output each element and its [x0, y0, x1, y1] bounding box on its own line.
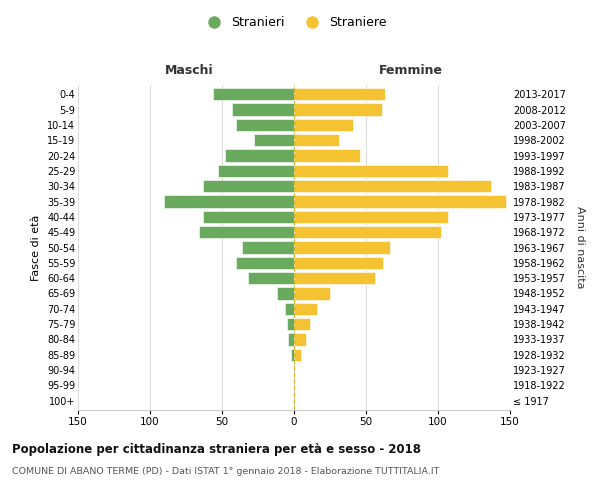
Bar — [294, 272, 374, 284]
Bar — [291, 348, 294, 361]
Bar — [294, 256, 383, 269]
Bar — [294, 210, 448, 223]
Bar — [232, 103, 294, 116]
Bar — [294, 226, 441, 238]
Bar — [294, 318, 310, 330]
Bar — [294, 195, 506, 208]
Bar — [294, 88, 385, 101]
Text: Femmine: Femmine — [379, 64, 443, 78]
Bar — [294, 134, 338, 146]
Bar — [218, 164, 294, 177]
Bar — [294, 103, 382, 116]
Legend: Stranieri, Straniere: Stranieri, Straniere — [196, 11, 392, 34]
Bar — [164, 195, 294, 208]
Bar — [203, 210, 294, 223]
Text: Popolazione per cittadinanza straniera per età e sesso - 2018: Popolazione per cittadinanza straniera p… — [12, 442, 421, 456]
Bar — [294, 164, 448, 177]
Bar — [288, 333, 294, 346]
Bar — [294, 348, 301, 361]
Bar — [254, 134, 294, 146]
Bar — [225, 149, 294, 162]
Bar — [294, 180, 491, 192]
Bar — [286, 302, 294, 315]
Bar — [294, 287, 330, 300]
Bar — [236, 256, 294, 269]
Bar — [287, 318, 294, 330]
Bar — [203, 180, 294, 192]
Bar — [242, 241, 294, 254]
Bar — [248, 272, 294, 284]
Bar — [294, 302, 317, 315]
Bar — [294, 149, 360, 162]
Bar — [294, 241, 391, 254]
Bar — [294, 333, 305, 346]
Text: Maschi: Maschi — [164, 64, 214, 78]
Text: COMUNE DI ABANO TERME (PD) - Dati ISTAT 1° gennaio 2018 - Elaborazione TUTTITALI: COMUNE DI ABANO TERME (PD) - Dati ISTAT … — [12, 468, 439, 476]
Y-axis label: Fasce di età: Fasce di età — [31, 214, 41, 280]
Bar — [214, 88, 294, 101]
Bar — [236, 118, 294, 131]
Y-axis label: Anni di nascita: Anni di nascita — [575, 206, 585, 288]
Bar — [199, 226, 294, 238]
Bar — [294, 118, 353, 131]
Bar — [277, 287, 294, 300]
